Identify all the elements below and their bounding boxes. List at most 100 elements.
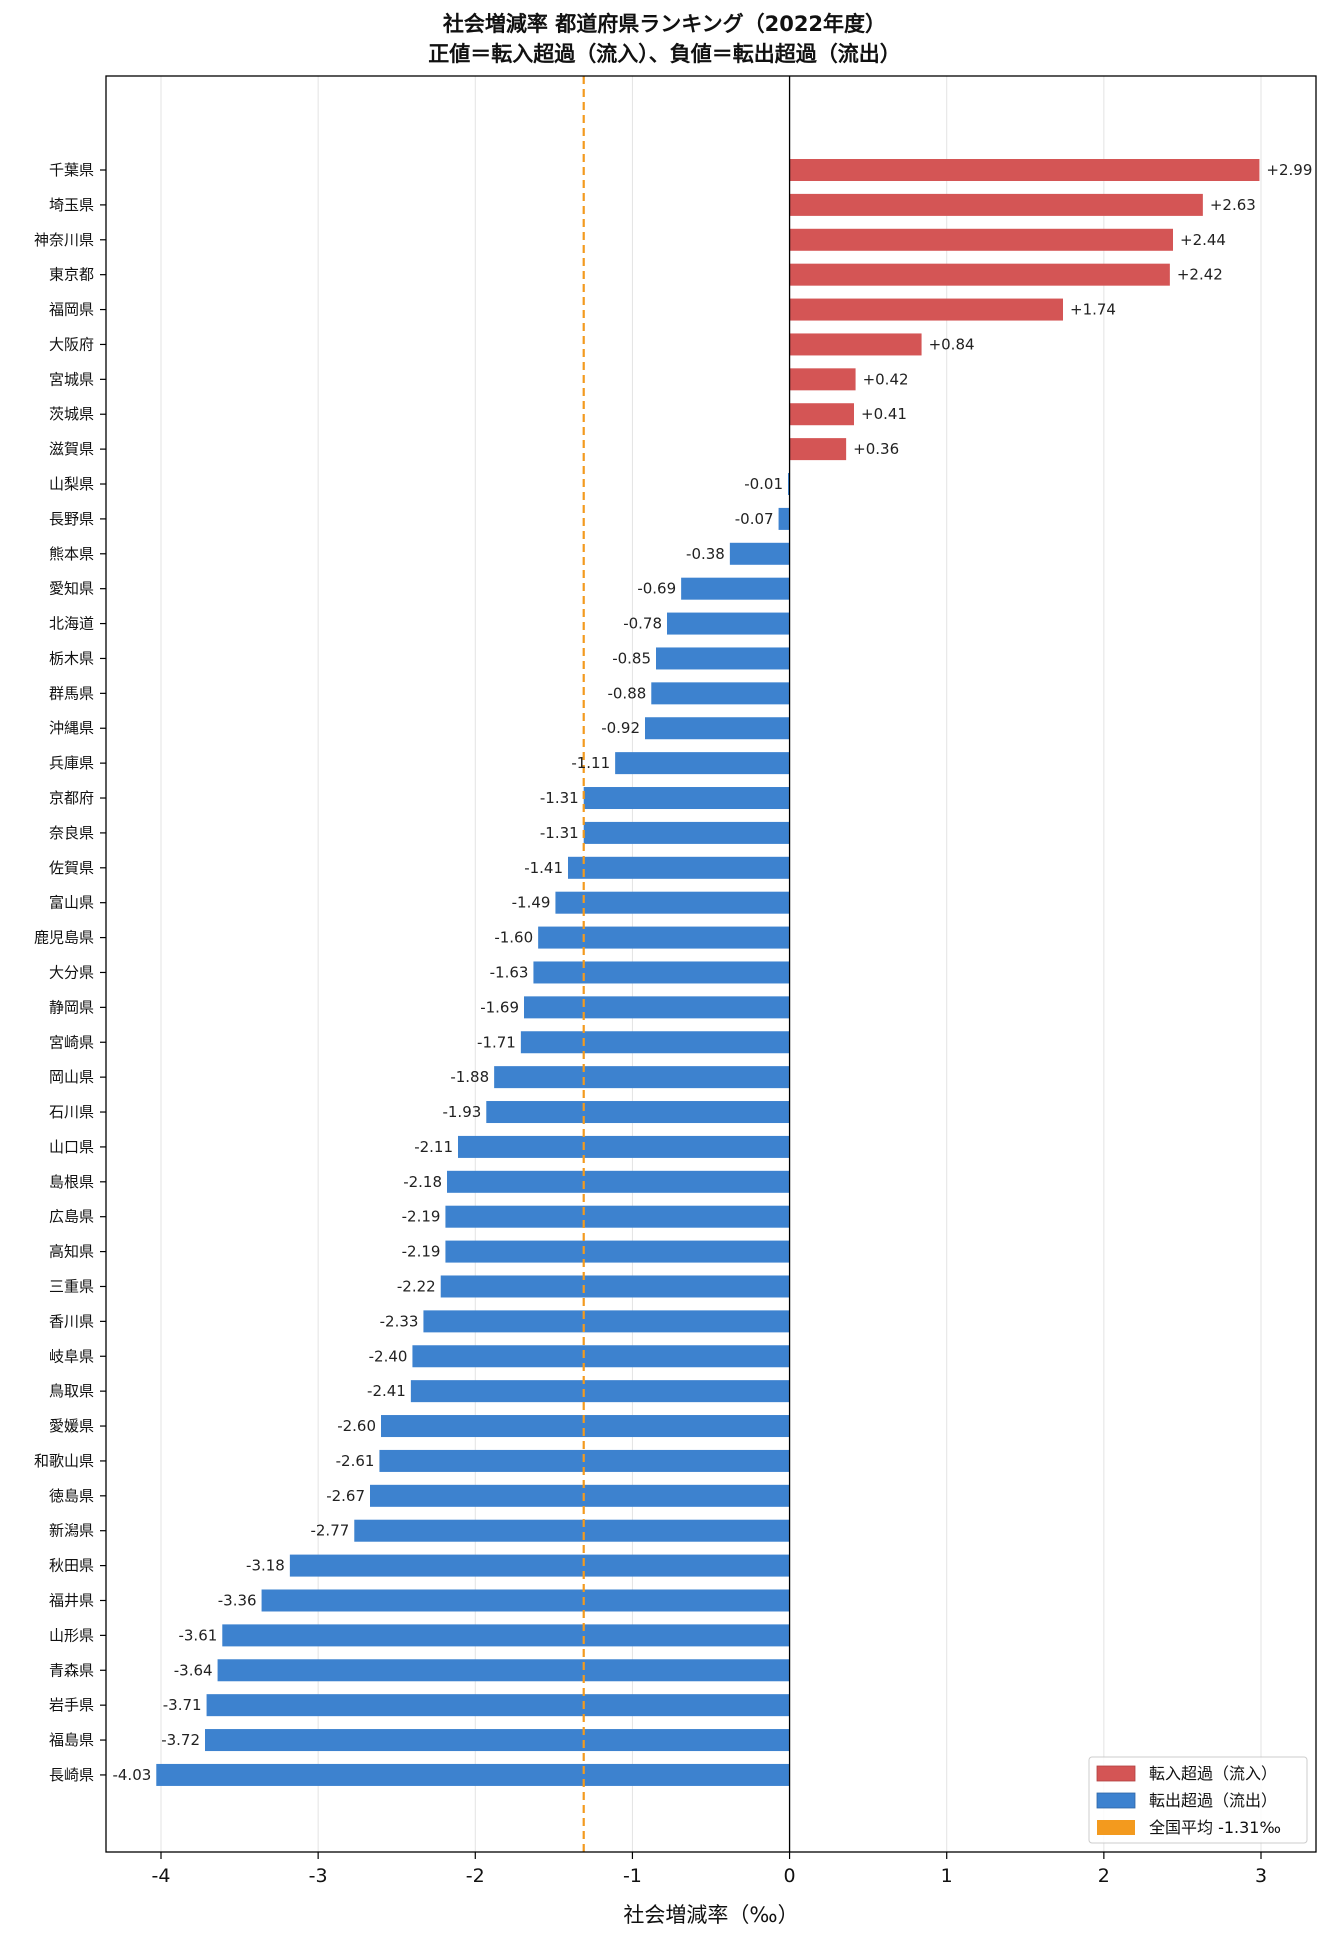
category-label: 香川県 <box>49 1312 94 1330</box>
bar <box>645 717 790 740</box>
bar <box>354 1519 790 1542</box>
legend-label-positive: 転入超過（流入） <box>1149 1764 1277 1783</box>
category-label: 長野県 <box>49 510 94 528</box>
gridlines <box>160 76 1262 1852</box>
bar <box>423 1310 790 1333</box>
data-label: -1.60 <box>494 929 533 947</box>
data-label: -0.38 <box>686 545 725 563</box>
x-tick-label: -1 <box>623 1865 642 1887</box>
plot-frame <box>105 75 1317 1853</box>
bar <box>458 1135 790 1158</box>
category-label: 福岡県 <box>49 301 94 319</box>
category-label: 大分県 <box>49 963 94 981</box>
bar <box>789 438 847 461</box>
data-label: -2.61 <box>336 1452 375 1470</box>
chart-title-line-2: 正値＝転入超過（流入）、負値＝転出超過（流出） <box>428 42 901 66</box>
bar <box>789 333 922 356</box>
data-label: -2.40 <box>369 1347 408 1365</box>
data-label: -3.64 <box>174 1661 213 1679</box>
category-label: 佐賀県 <box>49 859 94 877</box>
bar <box>729 542 790 565</box>
data-label: -1.31 <box>540 789 579 807</box>
category-label: 高知県 <box>49 1243 94 1261</box>
bar <box>222 1624 790 1647</box>
category-label: 徳島県 <box>49 1487 94 1505</box>
bar <box>205 1729 790 1752</box>
bar <box>261 1589 790 1612</box>
data-label: -3.61 <box>178 1626 217 1644</box>
category-label: 神奈川県 <box>34 231 94 249</box>
data-label: -0.85 <box>612 649 651 667</box>
bar <box>656 647 790 670</box>
x-tick-label: -2 <box>466 1865 485 1887</box>
category-label: 岡山県 <box>49 1068 94 1086</box>
category-label: 秋田県 <box>49 1557 94 1575</box>
category-label: 沖縄県 <box>49 719 94 737</box>
bar <box>520 1031 790 1054</box>
category-label: 大阪府 <box>49 335 94 353</box>
bar <box>667 612 790 635</box>
category-label: 和歌山県 <box>34 1452 94 1470</box>
data-label: -1.71 <box>477 1033 516 1051</box>
data-label: -1.49 <box>512 894 551 912</box>
data-label: +2.44 <box>1180 231 1226 249</box>
data-label: -1.69 <box>480 998 519 1016</box>
data-label: -2.22 <box>397 1277 436 1295</box>
category-label: 山口県 <box>49 1138 94 1156</box>
category-label: 北海道 <box>49 615 94 633</box>
data-label: +2.42 <box>1177 266 1223 284</box>
bar <box>555 891 790 914</box>
bars <box>156 159 1260 1786</box>
bar <box>410 1380 790 1403</box>
category-label: 鳥取県 <box>49 1382 94 1400</box>
data-label: +2.99 <box>1266 161 1312 179</box>
data-label: -3.71 <box>163 1696 202 1714</box>
bar <box>651 682 790 705</box>
bar <box>789 403 854 426</box>
x-tick-label: 0 <box>784 1865 796 1887</box>
data-label: -2.19 <box>402 1208 441 1226</box>
bar <box>370 1484 790 1507</box>
bar <box>789 193 1203 216</box>
legend-box <box>1088 1756 1308 1844</box>
category-label: 新潟県 <box>49 1522 94 1540</box>
bar <box>789 368 856 391</box>
data-label: -3.36 <box>218 1591 257 1609</box>
category-label: 鹿児島県 <box>34 929 94 947</box>
data-label: -4.03 <box>112 1766 151 1784</box>
data-label: +0.41 <box>861 405 907 423</box>
x-tick-label: 1 <box>941 1865 953 1887</box>
data-label: -3.18 <box>246 1557 285 1575</box>
bar <box>538 926 790 949</box>
data-labels: +2.99 +2.63 +2.44 +2.42 +1.74 +0.84 +0.42 +0.41… <box>112 161 1312 1784</box>
data-label: -0.69 <box>637 580 676 598</box>
x-ticks: -4 -3 -2 -1 0 1 2 3 <box>152 1852 1267 1887</box>
legend-label-average: 全国平均 -1.31‰ <box>1149 1818 1281 1837</box>
category-label: 東京都 <box>49 266 94 284</box>
data-label: -2.33 <box>380 1312 419 1330</box>
data-label: -1.31 <box>540 824 579 842</box>
data-label: +2.63 <box>1210 196 1256 214</box>
legend-swatch-positive <box>1096 1765 1136 1782</box>
category-label: 青森県 <box>49 1661 94 1679</box>
bar <box>289 1554 790 1577</box>
bar <box>583 787 790 810</box>
bar <box>524 996 790 1019</box>
category-label: 静岡県 <box>49 998 94 1016</box>
bar <box>447 1170 790 1193</box>
x-tick-label: 2 <box>1098 1865 1110 1887</box>
chart-title-line-1: 社会増減率 都道府県ランキング（2022年度） <box>442 12 886 36</box>
bar <box>789 228 1173 251</box>
x-tick-label: -3 <box>309 1865 328 1887</box>
data-label: -2.19 <box>402 1243 441 1261</box>
bar <box>568 856 790 879</box>
legend: 転入超過（流入） 転出超過（流出） 全国平均 -1.31‰ <box>1088 1756 1308 1844</box>
category-label: 広島県 <box>49 1208 94 1226</box>
data-label: -0.92 <box>601 719 640 737</box>
bar <box>494 1066 790 1089</box>
x-axis-label: 社会増減率（‰） <box>623 1903 798 1927</box>
data-label: -1.41 <box>524 859 563 877</box>
legend-swatch-average <box>1097 1820 1135 1835</box>
category-labels: 千葉県埼玉県神奈川県東京都福岡県大阪府宮城県茨城県滋賀県山梨県長野県熊本県愛知県… <box>34 161 106 1784</box>
